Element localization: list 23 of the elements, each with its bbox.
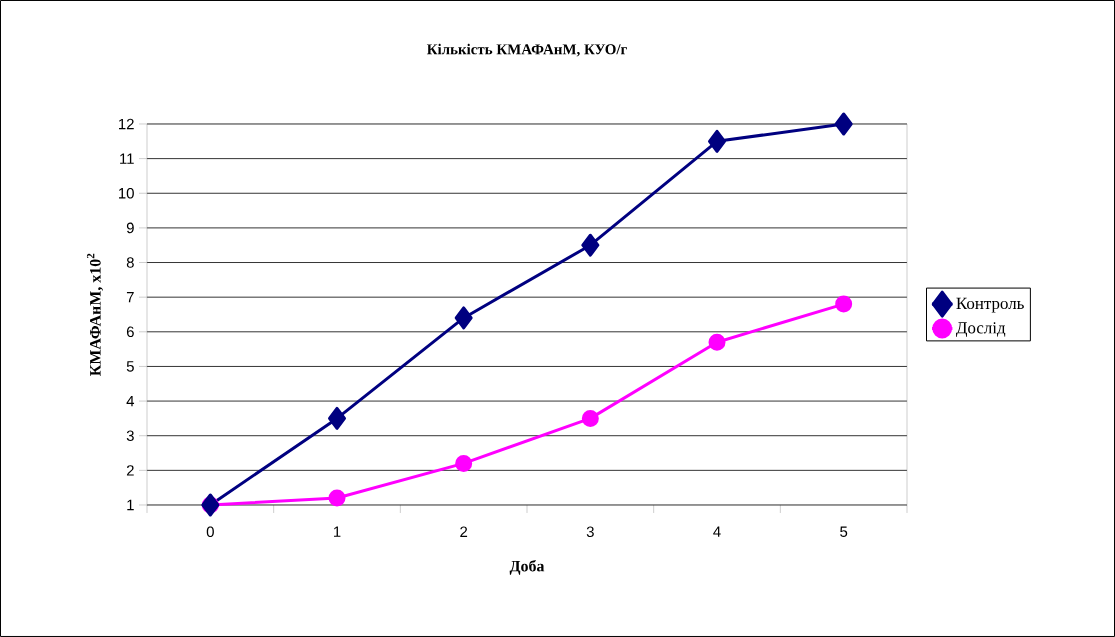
y-tick-label: 9 xyxy=(126,222,134,234)
y-tick-label: 6 xyxy=(126,326,134,338)
y-tick-label: 8 xyxy=(126,257,134,268)
x-tick-label: 4 xyxy=(713,526,721,537)
y-tick-label: 1 xyxy=(127,499,134,511)
x-tick-label: 2 xyxy=(460,526,468,537)
y-tick-label: 10 xyxy=(119,187,134,199)
legend-label: Контроль xyxy=(956,297,1024,313)
chart-title: Кількість КМАФАнМ, КУО/г xyxy=(426,43,627,57)
y-axis-title: КМАФАнМ, х10$^{2}$ xyxy=(86,253,104,376)
y-tick-label: 7 xyxy=(126,292,134,303)
y-tick-label: 3 xyxy=(126,430,134,441)
x-tick-label: 1 xyxy=(333,526,341,537)
x-axis-title: Доба xyxy=(509,559,545,575)
y-tick-label: 5 xyxy=(126,361,134,372)
x-tick-label: 5 xyxy=(840,526,848,537)
y-tick-label: 2 xyxy=(126,465,134,476)
legend-label: Дослід xyxy=(956,322,1006,337)
y-tick-label: 12 xyxy=(119,118,134,130)
x-tick-label: 3 xyxy=(586,526,594,538)
y-tick-label: 4 xyxy=(126,395,135,407)
y-tick-label: 11 xyxy=(120,153,134,164)
x-tick-label: 0 xyxy=(206,526,214,538)
